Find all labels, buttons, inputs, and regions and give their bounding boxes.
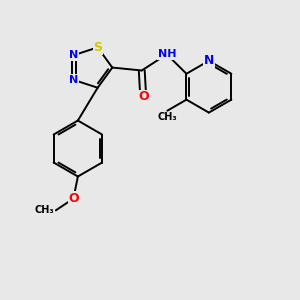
Text: O: O	[68, 192, 79, 205]
Text: NH: NH	[158, 49, 176, 59]
Text: N: N	[69, 50, 79, 60]
Text: CH₃: CH₃	[35, 206, 54, 215]
Text: O: O	[138, 91, 148, 103]
Text: N: N	[204, 54, 214, 67]
Text: CH₃: CH₃	[158, 112, 177, 122]
Text: S: S	[93, 41, 102, 54]
Text: N: N	[69, 75, 79, 85]
